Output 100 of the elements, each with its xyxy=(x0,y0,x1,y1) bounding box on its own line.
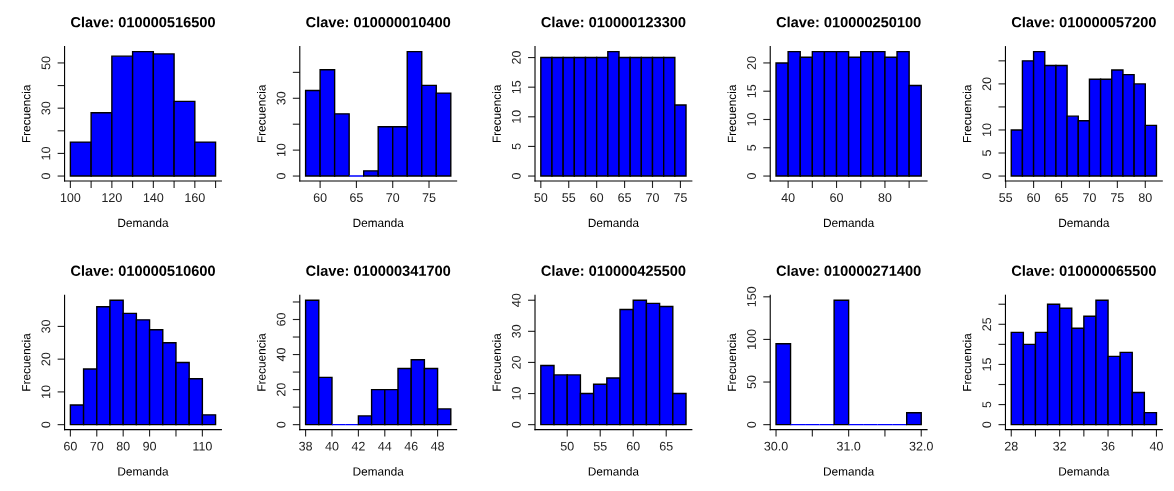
y-axis-title: Frecuencia xyxy=(21,84,31,143)
y-tick-label: 10 xyxy=(41,385,51,398)
chart-title: Clave: 010000271400 xyxy=(776,265,921,276)
y-tick-label: 30 xyxy=(511,324,521,338)
y-tick-label: 20 xyxy=(511,355,521,369)
x-axis-title: Demanda xyxy=(588,218,640,228)
x-tick-label: 36 xyxy=(1101,441,1115,451)
x-tick-label: 80 xyxy=(1138,193,1152,203)
x-tick-label: 30.0 xyxy=(764,441,788,451)
x-tick-label: 80 xyxy=(878,193,892,203)
x-tick-label: 110 xyxy=(193,441,212,451)
x-tick-label: 160 xyxy=(185,193,205,203)
x-tick-label: 32 xyxy=(1053,441,1066,451)
y-tick-label: 20 xyxy=(276,383,286,396)
x-tick-label: 50 xyxy=(534,193,548,203)
chart-title: Clave: 010000065500 xyxy=(1011,265,1156,276)
x-tick-label: 100 xyxy=(60,193,81,203)
y-tick-label: 5 xyxy=(982,401,992,408)
x-axis-title: Demanda xyxy=(824,218,875,228)
y-axis-title: Frecuencia xyxy=(962,333,972,391)
y-tick-label: 20 xyxy=(41,352,51,366)
x-tick-label: 31.0 xyxy=(836,441,861,451)
x-tick-label: 65 xyxy=(1055,193,1068,203)
chart-title: Clave: 010000425500 xyxy=(541,265,686,276)
x-tick-label: 75 xyxy=(422,193,436,203)
y-axis-title: Frecuencia xyxy=(492,333,501,391)
chart-title: Clave: 010000010400 xyxy=(306,16,451,28)
x-tick-label: 50 xyxy=(560,441,574,451)
y-tick-label: 40 xyxy=(276,348,286,362)
y-axis-title: Frecuencia xyxy=(256,333,266,391)
x-axis-title: Demanda xyxy=(824,466,875,476)
x-tick-label: 60 xyxy=(830,193,843,203)
y-tick-label: 15 xyxy=(982,358,992,371)
x-tick-label: 40 xyxy=(781,193,795,203)
y-tick-label: 20 xyxy=(511,51,521,64)
x-tick-label: 60 xyxy=(64,441,77,451)
x-axis-title: Demanda xyxy=(588,466,640,476)
x-tick-label: 55 xyxy=(562,193,576,203)
y-tick-label: 0 xyxy=(41,421,51,428)
x-axis-title: Demanda xyxy=(118,218,169,228)
y-tick-label: 10 xyxy=(511,387,521,400)
x-tick-label: 60 xyxy=(590,193,604,203)
x-tick-label: 40 xyxy=(325,441,339,451)
y-tick-label: 150 xyxy=(747,286,756,307)
y-tick-label: 15 xyxy=(512,80,521,94)
x-tick-label: 32.0 xyxy=(909,441,933,451)
y-tick-label: 0 xyxy=(41,173,51,180)
x-tick-label: 42 xyxy=(351,441,365,451)
y-tick-label: 0 xyxy=(511,173,521,180)
x-tick-label: 46 xyxy=(404,441,418,451)
y-tick-label: 0 xyxy=(276,421,286,428)
y-tick-label: 10 xyxy=(41,146,51,160)
y-tick-label: 10 xyxy=(747,113,756,126)
y-tick-label: 0 xyxy=(747,173,756,180)
y-tick-label: 0 xyxy=(982,421,992,428)
x-tick-label: 65 xyxy=(350,193,363,203)
x-tick-label: 70 xyxy=(386,193,400,203)
y-tick-label: 30 xyxy=(41,101,51,115)
x-tick-label: 90 xyxy=(143,441,157,451)
y-tick-label: 15 xyxy=(747,84,756,98)
chart-title: Clave: 010000516500 xyxy=(71,16,215,28)
y-tick-label: 60 xyxy=(276,313,286,326)
x-tick-label: 70 xyxy=(1083,193,1096,203)
x-tick-label: 80 xyxy=(116,441,130,451)
x-tick-label: 60 xyxy=(313,193,327,203)
y-axis-title: Frecuencia xyxy=(492,84,501,143)
chart-title: Clave: 010000123300 xyxy=(541,16,686,28)
x-tick-label: 70 xyxy=(646,193,659,203)
x-tick-label: 48 xyxy=(430,441,444,451)
x-tick-label: 120 xyxy=(102,193,122,203)
x-tick-label: 140 xyxy=(143,193,164,203)
chart-title: Clave: 010000341700 xyxy=(306,265,451,276)
y-tick-label: 10 xyxy=(276,143,286,157)
x-tick-label: 55 xyxy=(593,441,607,451)
y-tick-label: 5 xyxy=(512,143,521,150)
y-tick-label: 0 xyxy=(982,173,992,180)
y-tick-label: 10 xyxy=(511,110,521,123)
y-tick-label: 30 xyxy=(41,319,51,333)
y-tick-label: 20 xyxy=(982,77,992,91)
y-axis-title: Frecuencia xyxy=(962,84,972,143)
x-tick-label: 40 xyxy=(1149,441,1163,451)
y-axis-title: Frecuencia xyxy=(727,333,737,391)
x-axis-title: Demanda xyxy=(353,466,404,476)
x-axis-title: Demanda xyxy=(353,218,404,228)
chart-title: Clave: 010000057200 xyxy=(1011,16,1156,28)
chart-title: Clave: 010000250100 xyxy=(776,16,921,28)
x-tick-label: 44 xyxy=(378,441,392,451)
x-tick-label: 65 xyxy=(618,193,632,203)
chart-title: Clave: 010000510600 xyxy=(71,265,215,276)
y-tick-label: 10 xyxy=(982,123,992,136)
x-tick-label: 75 xyxy=(1111,193,1124,203)
y-axis-title: Frecuencia xyxy=(256,84,266,143)
x-tick-label: 60 xyxy=(626,441,640,451)
x-axis-title: Demanda xyxy=(1059,218,1110,228)
y-tick-label: 40 xyxy=(511,293,521,307)
x-tick-label: 75 xyxy=(674,193,687,203)
y-axis-title: Frecuencia xyxy=(21,333,31,391)
x-axis-title: Demanda xyxy=(1059,466,1110,476)
y-tick-label: 0 xyxy=(276,173,286,180)
x-tick-label: 65 xyxy=(659,441,673,451)
